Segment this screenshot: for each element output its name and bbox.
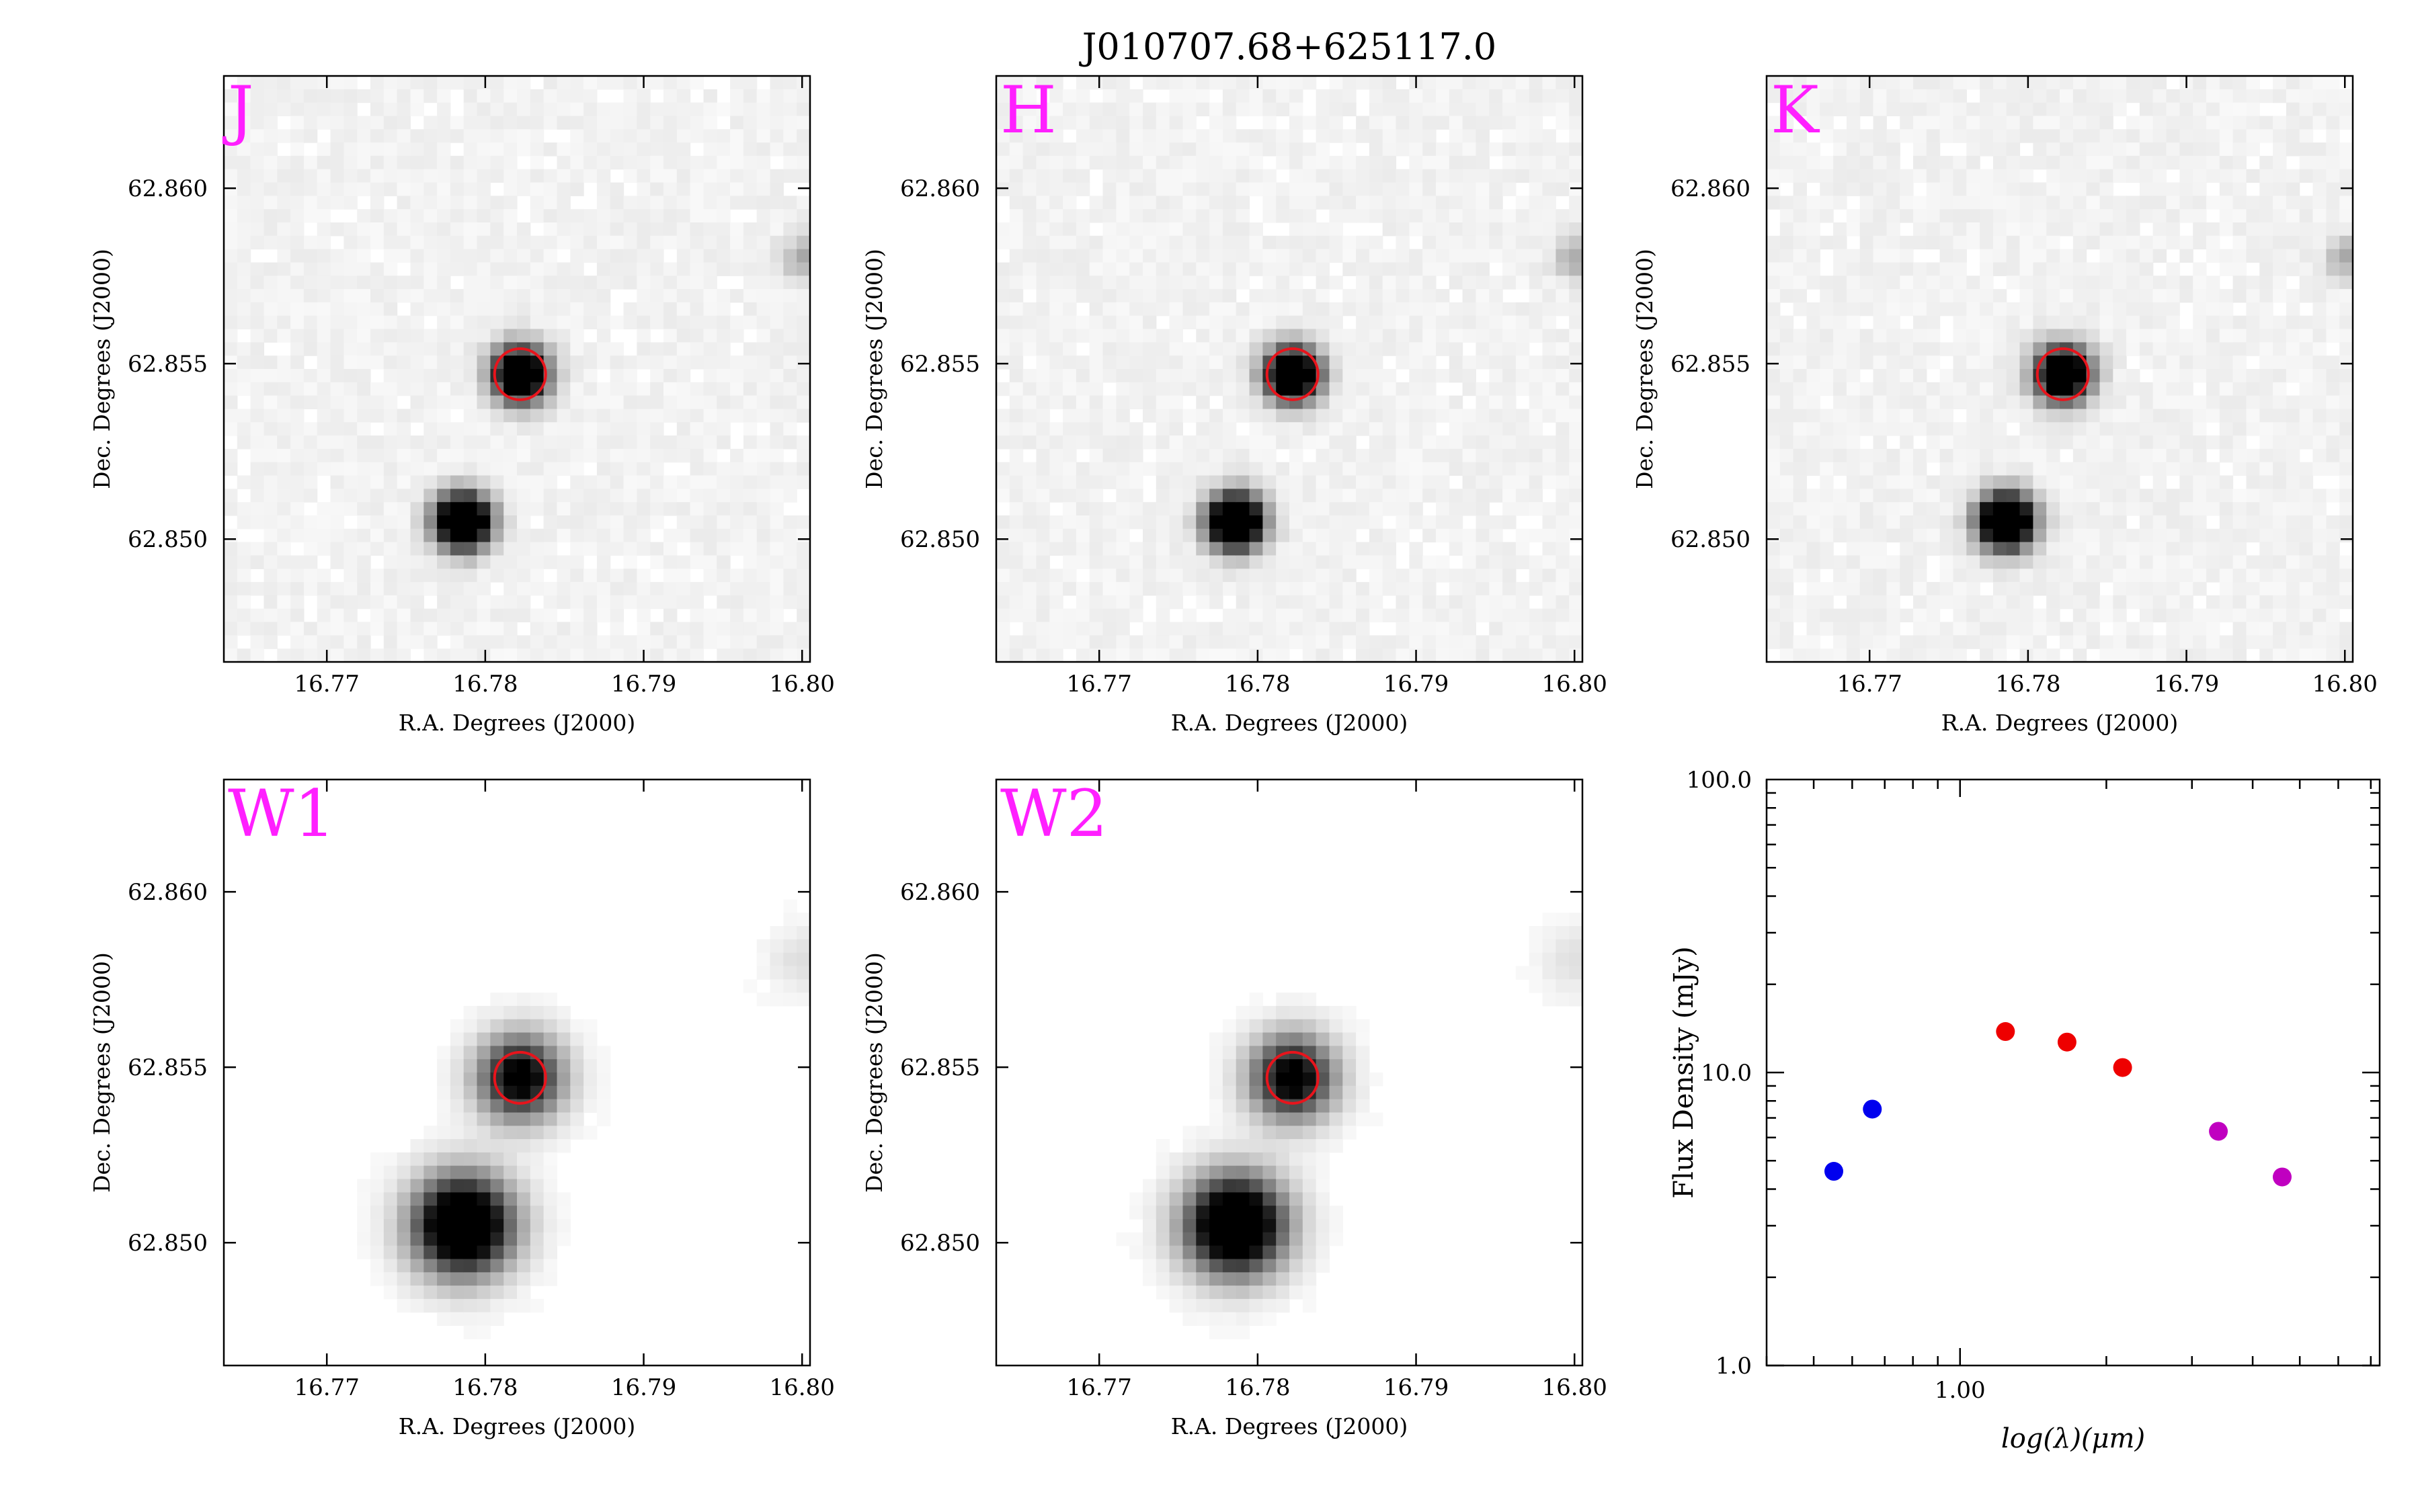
x-tick-label: 16.78 bbox=[1225, 1374, 1290, 1401]
y-tick-label: 62.860 bbox=[900, 175, 980, 202]
y-tick-label: 62.850 bbox=[900, 526, 980, 553]
sed-plot: 1.00 1.0 10.0 100.0 log(λ)(μm) Flux Density (… bbox=[1668, 767, 2381, 1454]
sed-data-point bbox=[1863, 1099, 1882, 1119]
image-panels: 16.77 16.78 16.79 16.80 62.850 62.855 62.860 R.… bbox=[89, 73, 2378, 1439]
image-panel-k: 16.77 16.78 16.79 16.80 62.850 62.855 62.860 R.… bbox=[1631, 73, 2378, 736]
panel-frame bbox=[1765, 75, 2354, 663]
target-aperture bbox=[493, 347, 547, 401]
y-tick-label: 62.860 bbox=[128, 175, 208, 202]
sky-pixels bbox=[357, 899, 810, 1339]
sed-y-tick-label: 10.0 bbox=[1701, 1060, 1752, 1087]
y-axis-label: Dec. Degrees (J2000) bbox=[861, 249, 887, 489]
sky-image bbox=[996, 780, 1582, 1366]
band-label: W2 bbox=[1000, 776, 1108, 851]
x-tick-label: 16.79 bbox=[611, 671, 676, 698]
x-axis-label: R.A. Degrees (J2000) bbox=[399, 1413, 635, 1439]
sed-series-1 bbox=[1996, 1022, 2132, 1077]
panel-frame bbox=[995, 778, 1584, 1367]
figure-title: J010707.68+625117.0 bbox=[1079, 26, 1497, 68]
x-tick-label: 16.80 bbox=[1542, 671, 1607, 698]
sed-x-tick-label: 1.00 bbox=[1935, 1377, 1986, 1404]
sed-data-point bbox=[1996, 1022, 2015, 1042]
x-tick-label: 16.78 bbox=[452, 671, 518, 698]
x-tick-label: 16.80 bbox=[770, 1374, 835, 1401]
sed-y-tick-label: 1.0 bbox=[1716, 1353, 1752, 1380]
x-tick-label: 16.80 bbox=[770, 671, 835, 698]
y-axis-label: Dec. Degrees (J2000) bbox=[1631, 249, 1658, 489]
x-tick-label: 16.77 bbox=[1837, 671, 1902, 698]
y-axis-label: Dec. Degrees (J2000) bbox=[89, 249, 115, 489]
x-axis-label: R.A. Degrees (J2000) bbox=[399, 710, 635, 736]
y-tick-label: 62.850 bbox=[1670, 526, 1750, 553]
sed-data-point bbox=[2272, 1167, 2292, 1187]
y-tick-label: 62.850 bbox=[900, 1230, 980, 1257]
sed-data-point bbox=[2209, 1122, 2228, 1141]
panel-frame bbox=[223, 75, 811, 663]
y-tick-label: 62.855 bbox=[128, 351, 208, 378]
sed-x-axis-label: log(λ)(μm) bbox=[2001, 1423, 2145, 1454]
image-panel-h: 16.77 16.78 16.79 16.80 62.850 62.855 62.860 R.… bbox=[861, 73, 1607, 736]
x-tick-label: 16.79 bbox=[1383, 671, 1449, 698]
band-label: W1 bbox=[228, 776, 335, 851]
sed-data-point bbox=[2113, 1058, 2132, 1077]
x-tick-label: 16.80 bbox=[2312, 671, 2378, 698]
image-panel-j: 16.77 16.78 16.79 16.80 62.850 62.855 62.860 R.… bbox=[89, 73, 835, 736]
x-tick-label: 16.78 bbox=[452, 1374, 518, 1401]
y-axis-label: Dec. Degrees (J2000) bbox=[89, 952, 115, 1193]
sky-pixels bbox=[996, 76, 1582, 662]
target-aperture bbox=[493, 1050, 547, 1105]
x-tick-label: 16.77 bbox=[294, 671, 360, 698]
image-panel-w1: 16.77 16.78 16.79 16.80 62.850 62.855 62.860 R.… bbox=[89, 776, 835, 1439]
sky-image bbox=[1767, 76, 2353, 662]
panel-frame bbox=[223, 778, 811, 1367]
x-tick-label: 16.78 bbox=[1225, 671, 1290, 698]
y-tick-label: 62.855 bbox=[900, 351, 980, 378]
sky-image bbox=[224, 76, 810, 662]
x-axis-label: R.A. Degrees (J2000) bbox=[1171, 710, 1408, 736]
band-label: H bbox=[1000, 73, 1057, 148]
y-tick-label: 62.850 bbox=[128, 1230, 208, 1257]
y-axis-label: Dec. Degrees (J2000) bbox=[861, 952, 887, 1193]
panel-frame bbox=[995, 75, 1584, 663]
x-tick-label: 16.79 bbox=[1383, 1374, 1449, 1401]
y-tick-label: 62.855 bbox=[128, 1054, 208, 1081]
x-tick-label: 16.77 bbox=[294, 1374, 360, 1401]
target-aperture bbox=[2035, 347, 2090, 401]
x-tick-label: 16.79 bbox=[2154, 671, 2219, 698]
sky-image bbox=[996, 76, 1582, 662]
sed-series-2 bbox=[2209, 1122, 2292, 1187]
y-tick-label: 62.855 bbox=[1670, 351, 1750, 378]
band-label: K bbox=[1771, 73, 1820, 148]
sky-pixels bbox=[1767, 76, 2353, 662]
y-tick-label: 62.860 bbox=[1670, 175, 1750, 202]
x-tick-label: 16.79 bbox=[611, 1374, 676, 1401]
sed-data-point bbox=[1824, 1162, 1844, 1181]
target-aperture bbox=[1265, 1050, 1320, 1105]
y-tick-label: 62.850 bbox=[128, 526, 208, 553]
sed-y-tick-label: 100.0 bbox=[1687, 767, 1752, 794]
sky-pixels bbox=[1116, 913, 1582, 1339]
x-tick-label: 16.78 bbox=[1995, 671, 2060, 698]
x-axis-label: R.A. Degrees (J2000) bbox=[1941, 710, 2178, 736]
sky-image bbox=[224, 780, 810, 1366]
sed-data-point bbox=[2057, 1032, 2076, 1052]
x-tick-label: 16.80 bbox=[1542, 1374, 1607, 1401]
y-tick-label: 62.860 bbox=[900, 879, 980, 906]
sky-pixels bbox=[224, 76, 810, 662]
x-axis-label: R.A. Degrees (J2000) bbox=[1171, 1413, 1408, 1439]
sed-series-0 bbox=[1824, 1099, 1882, 1181]
y-tick-label: 62.855 bbox=[900, 1054, 980, 1081]
sed-frame bbox=[1765, 778, 2381, 1367]
target-aperture bbox=[1265, 347, 1320, 401]
sed-y-axis-label: Flux Density (mJy) bbox=[1668, 946, 1699, 1199]
y-tick-label: 62.860 bbox=[128, 879, 208, 906]
x-tick-label: 16.77 bbox=[1067, 671, 1132, 698]
image-panel-w2: 16.77 16.78 16.79 16.80 62.850 62.855 62.860 R.… bbox=[861, 776, 1607, 1439]
x-tick-label: 16.77 bbox=[1067, 1374, 1132, 1401]
